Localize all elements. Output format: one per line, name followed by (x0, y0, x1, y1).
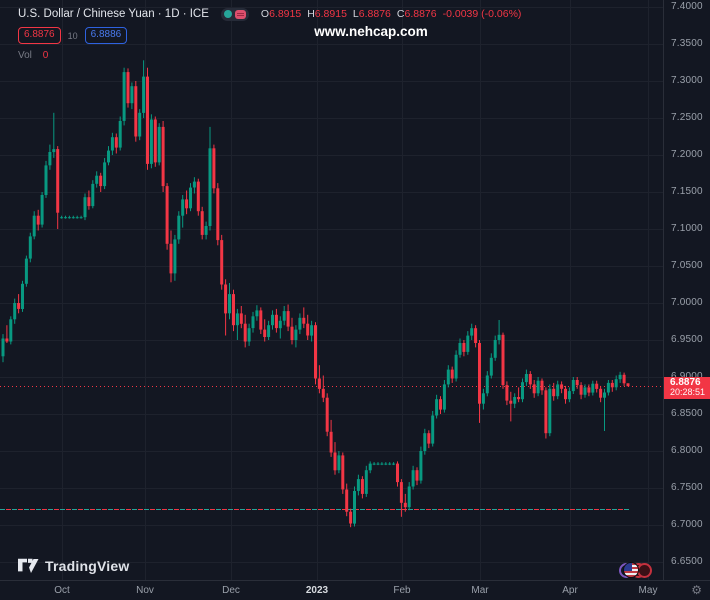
chart-pane[interactable]: www.nehcap.com U.S. Dollar / Chinese Yua… (0, 0, 663, 580)
price-axis-label: 7.2000 (671, 149, 703, 160)
flag-list-icon (234, 9, 246, 19)
gear-icon: ⚙ (691, 583, 702, 597)
price-axis-label: 6.8000 (671, 445, 703, 456)
time-axis-label: Apr (562, 585, 578, 596)
time-axis-label: Mar (471, 585, 489, 596)
volume-value: 0 (42, 50, 49, 61)
change-value: -0.0039 (-0.06%) (442, 8, 522, 20)
bar-countdown: 20:28:51 (670, 387, 706, 397)
price-axis-label: 7.1000 (671, 223, 703, 234)
tradingview-logo-icon (18, 558, 39, 573)
time-axis[interactable]: Oct Nov Dec 2023 Feb Mar Apr May (0, 580, 710, 600)
time-axis-label: May (638, 585, 658, 596)
price-axis-label: 6.8500 (671, 408, 703, 419)
close-value: 6.8876 (404, 8, 437, 20)
us-flag-event-icon (623, 562, 639, 578)
last-price-badge: 6.8876 20:28:51 (664, 377, 710, 399)
price-axis-label: 7.4000 (671, 0, 703, 12)
symbol-title[interactable]: U.S. Dollar / Chinese Yuan · 1D · ICE (18, 8, 209, 20)
tradingview-logo-text: TradingView (45, 558, 130, 574)
time-axis-label: 2023 (305, 585, 329, 596)
last-price-value: 6.8876 (670, 377, 701, 388)
price-axis-label: 7.0500 (671, 260, 703, 271)
price-axis-label: 7.3500 (671, 38, 703, 49)
price-axis-label: 7.2500 (671, 112, 703, 123)
high-label: H (307, 8, 315, 20)
ohlc-legend: O6.8915 H6.8915 L6.8876 C6.8876 -0.0039 (-0.… (261, 8, 522, 20)
low-value: 6.8876 (358, 8, 391, 20)
time-axis-label: Dec (222, 585, 240, 596)
economic-calendar-events[interactable] (619, 562, 655, 580)
open-value: 6.8915 (269, 8, 302, 20)
event-ring-red-icon (637, 563, 652, 578)
legend: U.S. Dollar / Chinese Yuan · 1D · ICE O6… (18, 5, 521, 61)
spread-value: 10 (67, 30, 78, 41)
high-value: 6.8915 (314, 8, 347, 20)
ask-price-box[interactable]: 6.8886 (84, 27, 128, 44)
price-axis-label: 6.7000 (671, 519, 703, 530)
close-label: C (396, 8, 405, 20)
price-axis-label: 7.3000 (671, 75, 703, 86)
candlestick-chart[interactable] (0, 0, 663, 580)
bid-price-box[interactable]: 6.8876 (18, 27, 61, 44)
time-axis-label: Nov (136, 585, 154, 596)
price-axis-label: 6.7500 (671, 482, 703, 493)
open-label: O (260, 8, 270, 20)
volume-label[interactable]: Vol (18, 50, 32, 61)
price-axis-label: 6.6500 (671, 556, 703, 567)
market-open-dot-icon (223, 10, 232, 18)
market-status-toggle[interactable] (220, 7, 249, 21)
price-axis-label: 7.0000 (671, 297, 703, 308)
low-label: L (352, 8, 359, 20)
time-axis-label: Oct (54, 585, 70, 596)
chart-settings-button[interactable]: ⚙ (691, 583, 702, 597)
watermark: www.nehcap.com (314, 24, 428, 39)
price-axis-label: 7.1500 (671, 186, 703, 197)
time-axis-label: Feb (393, 585, 411, 596)
tradingview-logo[interactable]: TradingView (18, 557, 129, 575)
price-axis[interactable]: 6.8876 20:28:51 7.4000 7.3500 7.3000 7.2500… (663, 0, 710, 580)
price-axis-label: 6.9500 (671, 334, 703, 345)
price-axis-label: 6.9000 (671, 371, 703, 382)
